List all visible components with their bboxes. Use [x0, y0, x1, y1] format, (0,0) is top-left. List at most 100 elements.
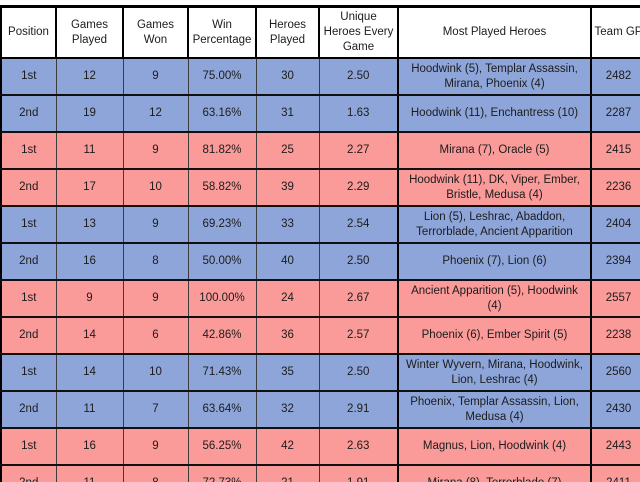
col-header-win-percentage: Win Percentage: [187, 5, 257, 59]
cell-position: 2nd: [0, 94, 57, 133]
cell-games-played: 19: [55, 94, 124, 133]
cell-most-played-heroes: Magnus, Lion, Hoodwink (4): [397, 427, 592, 466]
cell-heroes-played: 24: [255, 279, 320, 318]
cell-heroes-played: 33: [255, 205, 320, 244]
cell-team-gp: 2560: [590, 353, 640, 392]
cell-unique-heroes-per-game: 2.27: [318, 131, 399, 170]
cell-games-played: 11: [55, 390, 124, 429]
cell-games-won: 9: [122, 57, 189, 96]
cell-most-played-heroes: Winter Wyvern, Mirana, Hoodwink, Lion, L…: [397, 353, 592, 392]
cell-most-played-heroes: Lion (5), Leshrac, Abaddon, Terrorblade,…: [397, 205, 592, 244]
cell-heroes-played: 40: [255, 242, 320, 281]
col-header-team-gp: Team GP: [590, 5, 640, 59]
cell-team-gp: 2236: [590, 168, 640, 207]
cell-win-percentage: 69.23%: [187, 205, 257, 244]
header-row: Position Games Played Games Won Win Perc…: [0, 5, 640, 59]
col-header-games-won: Games Won: [122, 5, 189, 59]
cell-heroes-played: 36: [255, 316, 320, 355]
cell-most-played-heroes: Ancient Apparition (5), Hoodwink (4): [397, 279, 592, 318]
cell-position: 1st: [0, 205, 57, 244]
cell-games-played: 11: [55, 464, 124, 482]
cell-games-won: 9: [122, 205, 189, 244]
cell-games-played: 13: [55, 205, 124, 244]
table-row: 2nd 14 6 42.86% 36 2.57 Phoenix (6), Emb…: [0, 316, 640, 355]
cell-games-won: 7: [122, 390, 189, 429]
cell-team-gp: 2411: [590, 464, 640, 482]
cell-unique-heroes-per-game: 2.63: [318, 427, 399, 466]
cell-unique-heroes-per-game: 1.91: [318, 464, 399, 482]
cell-unique-heroes-per-game: 2.67: [318, 279, 399, 318]
cell-games-won: 8: [122, 464, 189, 482]
col-header-position: Position: [0, 5, 57, 59]
cell-games-played: 16: [55, 427, 124, 466]
cell-games-won: 10: [122, 353, 189, 392]
cell-games-won: 9: [122, 131, 189, 170]
cell-heroes-played: 21: [255, 464, 320, 482]
table-body: 1st 12 9 75.00% 30 2.50 Hoodwink (5), Te…: [0, 57, 640, 482]
table-row: 1st 11 9 81.82% 25 2.27 Mirana (7), Orac…: [0, 131, 640, 170]
cell-position: 2nd: [0, 390, 57, 429]
cell-most-played-heroes: Hoodwink (11), Enchantress (10): [397, 94, 592, 133]
cell-games-played: 17: [55, 168, 124, 207]
cell-games-played: 12: [55, 57, 124, 96]
col-header-unique-heroes-per-game: Unique Heroes Every Game: [318, 5, 399, 59]
cell-win-percentage: 71.43%: [187, 353, 257, 392]
table-row: 1st 13 9 69.23% 33 2.54 Lion (5), Leshra…: [0, 205, 640, 244]
cell-win-percentage: 100.00%: [187, 279, 257, 318]
col-header-most-played-heroes: Most Played Heroes: [397, 5, 592, 59]
cell-games-played: 14: [55, 316, 124, 355]
cell-heroes-played: 30: [255, 57, 320, 96]
cell-heroes-played: 32: [255, 390, 320, 429]
cell-position: 1st: [0, 279, 57, 318]
cell-team-gp: 2394: [590, 242, 640, 281]
cell-win-percentage: 75.00%: [187, 57, 257, 96]
cell-most-played-heroes: Mirana (7), Oracle (5): [397, 131, 592, 170]
cell-unique-heroes-per-game: 2.50: [318, 57, 399, 96]
cell-win-percentage: 72.73%: [187, 464, 257, 482]
cell-team-gp: 2404: [590, 205, 640, 244]
cell-win-percentage: 56.25%: [187, 427, 257, 466]
cell-win-percentage: 50.00%: [187, 242, 257, 281]
table-row: 1st 14 10 71.43% 35 2.50 Winter Wyvern, …: [0, 353, 640, 392]
cell-games-played: 16: [55, 242, 124, 281]
cell-games-played: 11: [55, 131, 124, 170]
table-row: 1st 9 9 100.00% 24 2.67 Ancient Appariti…: [0, 279, 640, 318]
table-row: 2nd 11 8 72.73% 21 1.91 Mirana (8), Terr…: [0, 464, 640, 482]
cell-most-played-heroes: Hoodwink (11), DK, Viper, Ember, Bristle…: [397, 168, 592, 207]
cell-unique-heroes-per-game: 2.54: [318, 205, 399, 244]
cell-games-won: 12: [122, 94, 189, 133]
table-row: 2nd 17 10 58.82% 39 2.29 Hoodwink (11), …: [0, 168, 640, 207]
cell-unique-heroes-per-game: 2.57: [318, 316, 399, 355]
cell-position: 1st: [0, 57, 57, 96]
cell-team-gp: 2430: [590, 390, 640, 429]
cell-team-gp: 2287: [590, 94, 640, 133]
cell-win-percentage: 63.16%: [187, 94, 257, 133]
results-table: Position Games Played Games Won Win Perc…: [0, 5, 640, 482]
col-header-heroes-played: Heroes Played: [255, 5, 320, 59]
cell-unique-heroes-per-game: 2.29: [318, 168, 399, 207]
table-row: 2nd 19 12 63.16% 31 1.63 Hoodwink (11), …: [0, 94, 640, 133]
cell-heroes-played: 31: [255, 94, 320, 133]
cell-games-won: 8: [122, 242, 189, 281]
cell-team-gp: 2415: [590, 131, 640, 170]
table-row: 2nd 16 8 50.00% 40 2.50 Phoenix (7), Lio…: [0, 242, 640, 281]
table-row: 1st 16 9 56.25% 42 2.63 Magnus, Lion, Ho…: [0, 427, 640, 466]
cell-games-won: 9: [122, 427, 189, 466]
cell-heroes-played: 25: [255, 131, 320, 170]
cell-unique-heroes-per-game: 2.50: [318, 353, 399, 392]
cell-most-played-heroes: Hoodwink (5), Templar Assassin, Mirana, …: [397, 57, 592, 96]
col-header-games-played: Games Played: [55, 5, 124, 59]
cell-win-percentage: 42.86%: [187, 316, 257, 355]
cell-games-played: 9: [55, 279, 124, 318]
cell-team-gp: 2557: [590, 279, 640, 318]
table-row: 1st 12 9 75.00% 30 2.50 Hoodwink (5), Te…: [0, 57, 640, 96]
cell-most-played-heroes: Phoenix (7), Lion (6): [397, 242, 592, 281]
cell-most-played-heroes: Phoenix, Templar Assassin, Lion, Medusa …: [397, 390, 592, 429]
cell-unique-heroes-per-game: 1.63: [318, 94, 399, 133]
cell-team-gp: 2482: [590, 57, 640, 96]
cell-team-gp: 2238: [590, 316, 640, 355]
cell-unique-heroes-per-game: 2.91: [318, 390, 399, 429]
cell-position: 1st: [0, 427, 57, 466]
cell-heroes-played: 35: [255, 353, 320, 392]
